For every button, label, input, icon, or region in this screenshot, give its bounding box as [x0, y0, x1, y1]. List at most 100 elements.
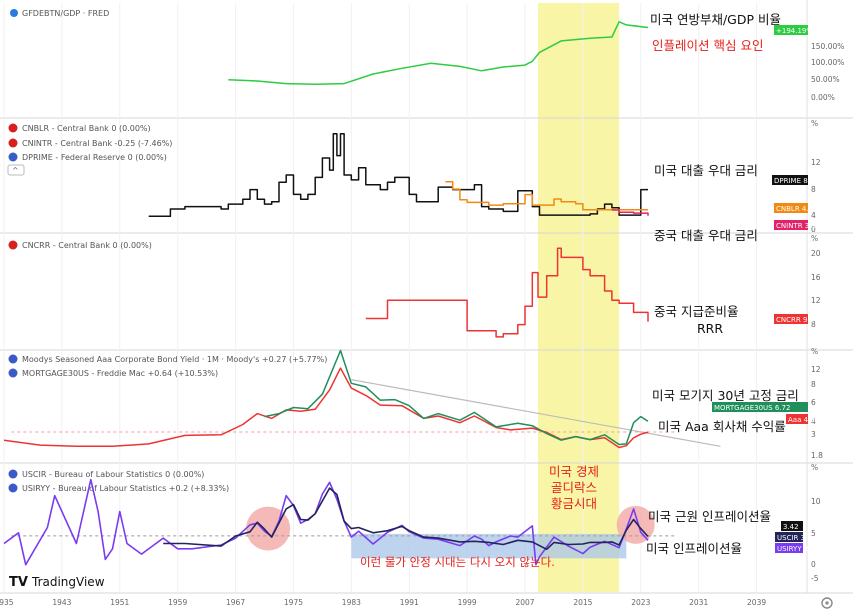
price-tick-label: %: [811, 234, 818, 243]
pane-4-legend: Moodys Seasoned Aaa Corporate Bond Yield…: [8, 354, 327, 378]
last-value-badge: Aaa 4.95: [786, 414, 819, 424]
last-value-badge: CNINTR 3.1: [774, 220, 816, 230]
pane-separators: [0, 0, 853, 594]
goldilocks-highlight-band: [538, 3, 620, 592]
svg-text:DPRIME 8: DPRIME 8: [774, 177, 808, 185]
price-tick-label: 3: [811, 430, 816, 439]
china-flag-icon: [8, 240, 18, 250]
price-tick-label: 0.00%: [811, 93, 835, 102]
last-value-badge: USCIR 3.3: [775, 532, 812, 542]
gridlines: [3, 3, 758, 592]
price-tick-label: 6: [811, 398, 816, 407]
annotation-us-prime: 미국 대출 우대 금리: [654, 163, 758, 178]
last-value-badge: 3.42: [781, 521, 803, 531]
last-value-badge: CNCRR 9.5: [774, 314, 814, 324]
annotation-cn-rrr-1: 중국 지급준비율: [654, 304, 738, 319]
tradingview-mark-icon: TV: [9, 575, 28, 590]
inflation-peak-circle: [246, 506, 291, 551]
annotation-cn-rrr-2: RRR: [697, 321, 723, 336]
price-tick-label: 12: [811, 365, 821, 374]
china-flag-icon: [8, 138, 18, 148]
price-tick-label: 150.00%: [811, 42, 844, 51]
last-value-badge: +194.19%: [774, 25, 813, 35]
svg-text:CNBLR 4.35: CNBLR 4.35: [776, 205, 818, 213]
last-value-badges: +194.19% DPRIME 8 CNBLR 4.35 CNINTR 3.1 CNCR…: [712, 25, 819, 553]
time-tick-label: 2031: [689, 598, 708, 607]
logo-text: TradingView: [31, 575, 105, 589]
legend-cnblr: CNBLR - Central Bank 0 (0.00%): [22, 124, 151, 133]
time-axis: 1935 1943 1951 1959 1967 1975 1983 1991 1999 2007…: [0, 598, 766, 607]
annotation-us-aaa: 미국 Aaa 회사채 수익률: [658, 419, 786, 434]
us-flag-icon: [8, 152, 18, 162]
legend-usiryy: USIRYY - Bureau of Labour Statistics +0.…: [22, 484, 229, 493]
time-tick-label: 1935: [0, 598, 14, 607]
right-price-axis: 150.00% 100.00% 50.00% 0.00%% 12 8 4 0% 20 16 12 8%…: [811, 42, 844, 583]
pane-3-legend: CNCRR - Central Bank 0 (0.00%): [8, 240, 152, 250]
legend-cncrr: CNCRR - Central Bank 0 (0.00%): [22, 241, 152, 250]
pane-2-legend: CNBLR - Central Bank 0 (0.00%) CNINTR - …: [7, 123, 172, 176]
settings-gear-icon[interactable]: [821, 597, 833, 609]
series-line-uscir: [163, 487, 649, 551]
annotation-cpi: 미국 인프레이션율: [646, 541, 742, 556]
series-line-cncrr: [365, 247, 649, 338]
price-tick-label: %: [811, 119, 818, 128]
price-tick-label: 4: [811, 211, 816, 220]
time-tick-label: 1975: [284, 598, 303, 607]
time-tick-label: 1983: [342, 598, 361, 607]
time-tick-label: 1951: [110, 598, 129, 607]
legend-dprime: DPRIME - Federal Reserve 0 (0.00%): [22, 153, 167, 162]
price-tick-label: 0: [811, 225, 816, 234]
time-tick-label: 1967: [226, 598, 245, 607]
fred-icon: [10, 9, 18, 17]
annotation-debt-title: 미국 연방부채/GDP 비율: [650, 12, 781, 27]
us-flag-icon: [8, 354, 18, 364]
series-line-mortgage30us: [264, 349, 649, 446]
legend-cnintr: CNINTR - Central Bank -0.25 (-7.46%): [22, 139, 172, 148]
price-tick-label: %: [811, 347, 818, 356]
legend-gfdebtn: GFDEBTN/GDP · FRED: [22, 9, 109, 18]
time-tick-label: 1991: [400, 598, 419, 607]
svg-text:Aaa 4.95: Aaa 4.95: [788, 416, 819, 424]
us-flag-icon: [8, 368, 18, 378]
price-tick-label: 12: [811, 296, 821, 305]
price-tick-label: 0: [811, 560, 816, 569]
svg-text:MORTGAGE30US 6.72: MORTGAGE30US 6.72: [714, 404, 790, 412]
collapse-legend-button[interactable]: [7, 164, 25, 176]
tradingview-logo[interactable]: TV TradingView: [9, 575, 105, 590]
price-tick-label: 1.8: [811, 451, 823, 460]
series-layer: [3, 21, 649, 566]
price-tick-label: 100.00%: [811, 58, 844, 67]
legend-uscir: USCIR - Bureau of Labour Statistics 0 (0…: [22, 470, 204, 479]
last-value-badge: CNBLR 4.35: [774, 203, 818, 213]
series-line-cnblr: [445, 181, 648, 211]
price-tick-label: 20: [811, 249, 821, 258]
price-tick-label: 16: [811, 273, 821, 282]
series-line-dprime: [148, 132, 648, 218]
time-tick-label: 2039: [747, 598, 766, 607]
price-tick-label: 5: [811, 529, 816, 538]
svg-text:CNCRR 9.5: CNCRR 9.5: [776, 316, 814, 324]
legend-mortgage: MORTGAGE30US - Freddie Mac +0.64 (+10.53…: [22, 369, 218, 378]
pane-5-legend: USCIR - Bureau of Labour Statistics 0 (0…: [8, 469, 229, 493]
last-value-badge: USIRYY 2.6: [775, 543, 816, 553]
time-tick-label: 2015: [573, 598, 592, 607]
annotation-stable-era: 이런 물가 안정 시대는 다시 오지 않는다.: [360, 555, 555, 569]
annotation-cn-prime: 중국 대출 우대 금리: [654, 228, 758, 243]
price-tick-label: 50.00%: [811, 75, 840, 84]
annotation-us-mortgage: 미국 모기지 30년 고정 금리: [652, 388, 799, 403]
annotation-goldilocks-3: 황금시대: [551, 496, 597, 511]
price-tick-label: 8: [811, 320, 816, 329]
price-tick-label: 8: [811, 380, 816, 389]
downtrend-line: [351, 379, 721, 447]
price-tick-label: %: [811, 463, 818, 472]
time-tick-label: 2023: [631, 598, 650, 607]
svg-text:USIRYY 2.6: USIRYY 2.6: [777, 545, 816, 553]
time-tick-label: 1943: [52, 598, 71, 607]
time-tick-label: 2007: [515, 598, 534, 607]
annotation-debt-sub: 인플레이션 핵심 요인: [652, 38, 763, 53]
price-tick-label: 10: [811, 497, 821, 506]
annotation-goldilocks-1: 미국 경제: [549, 464, 599, 479]
price-tick-label: 12: [811, 158, 821, 167]
time-tick-label: 1959: [168, 598, 187, 607]
